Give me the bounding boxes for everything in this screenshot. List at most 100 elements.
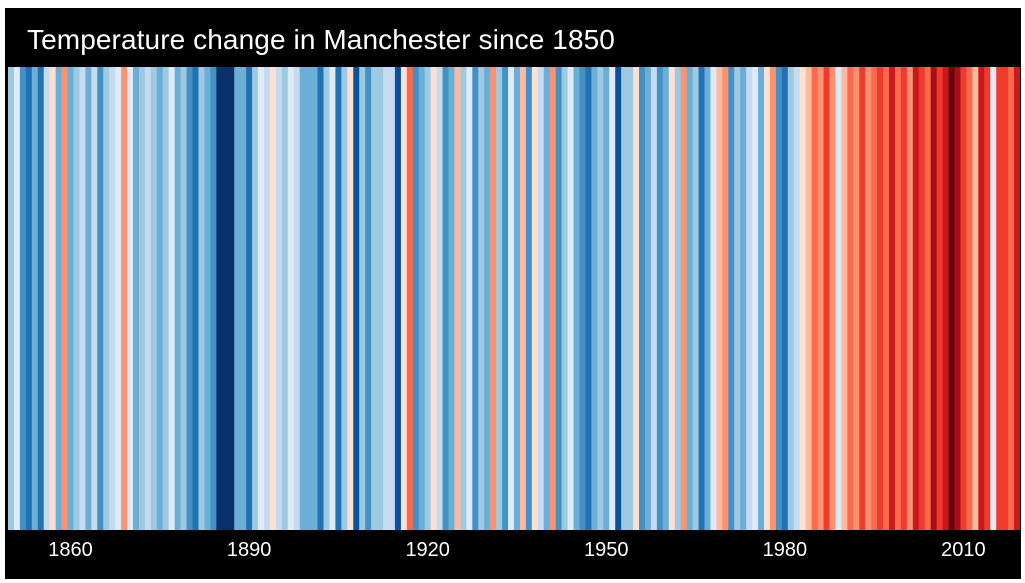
stripe-1975 bbox=[752, 67, 759, 530]
stripe-2006 bbox=[936, 67, 944, 530]
stripe-1875 bbox=[156, 67, 164, 530]
stripe-1939 bbox=[537, 67, 545, 530]
stripe-2010 bbox=[960, 67, 968, 530]
stripe-1976 bbox=[758, 67, 765, 530]
stripe-1917 bbox=[406, 67, 414, 530]
stripe-1852 bbox=[19, 67, 27, 530]
stripe-1907 bbox=[347, 67, 354, 530]
stripe-1932 bbox=[496, 67, 503, 530]
stripe-1862 bbox=[79, 67, 86, 530]
stripe-1970 bbox=[722, 67, 729, 530]
stripe-2008 bbox=[948, 67, 956, 530]
stripe-2019 bbox=[1014, 67, 1020, 530]
stripe-1997 bbox=[883, 67, 890, 530]
stripe-1871 bbox=[133, 67, 140, 530]
stripe-1933 bbox=[502, 67, 509, 530]
stripe-1928 bbox=[472, 67, 479, 530]
stripe-2012 bbox=[972, 67, 979, 530]
stripe-1887 bbox=[228, 67, 235, 530]
stripe-1934 bbox=[508, 67, 515, 530]
stripe-1873 bbox=[144, 67, 152, 530]
stripe-1900 bbox=[305, 67, 313, 530]
stripe-1946 bbox=[579, 67, 587, 530]
stripe-1937 bbox=[525, 67, 533, 530]
stripe-1966 bbox=[698, 67, 706, 530]
stripe-1850 bbox=[8, 67, 15, 530]
stripe-2005 bbox=[930, 67, 938, 530]
stripe-1854 bbox=[31, 67, 39, 530]
stripe-1899 bbox=[299, 67, 307, 530]
stripe-1915 bbox=[394, 67, 402, 530]
stripe-2016 bbox=[996, 67, 1003, 530]
stripe-1861 bbox=[73, 67, 81, 530]
stripe-2018 bbox=[1008, 67, 1015, 530]
stripe-1880 bbox=[186, 67, 194, 530]
stripe-1908 bbox=[353, 67, 360, 530]
stripe-1906 bbox=[341, 67, 348, 530]
stripe-1958 bbox=[650, 67, 658, 530]
stripe-1855 bbox=[37, 67, 45, 530]
stripe-1962 bbox=[674, 67, 682, 530]
stripe-1894 bbox=[269, 67, 277, 530]
stripe-1981 bbox=[787, 67, 795, 530]
stripe-1935 bbox=[514, 67, 521, 530]
stripe-1860 bbox=[67, 67, 75, 530]
stripe-1991 bbox=[847, 67, 854, 530]
stripe-1919 bbox=[418, 67, 426, 530]
stripe-1922 bbox=[436, 67, 444, 530]
stripe-1990 bbox=[841, 67, 848, 530]
stripe-1904 bbox=[329, 67, 337, 530]
stripe-1868 bbox=[115, 67, 122, 530]
stripe-1910 bbox=[365, 67, 372, 530]
stripe-1996 bbox=[877, 67, 884, 530]
x-tick-2010: 2010 bbox=[941, 539, 986, 561]
stripe-1916 bbox=[400, 67, 408, 530]
stripe-1973 bbox=[740, 67, 747, 530]
stripe-1883 bbox=[204, 67, 211, 530]
stripe-1870 bbox=[127, 67, 134, 530]
stripe-1889 bbox=[240, 67, 247, 530]
stripe-1892 bbox=[258, 67, 265, 530]
chart-frame: Temperature change in Manchester since 1… bbox=[5, 8, 1021, 579]
stripe-1982 bbox=[793, 67, 801, 530]
stripe-1884 bbox=[210, 67, 217, 530]
stripe-1929 bbox=[478, 67, 485, 530]
stripe-2009 bbox=[954, 67, 962, 530]
x-tick-1920: 1920 bbox=[405, 539, 450, 561]
stripe-1921 bbox=[430, 67, 438, 530]
stripe-1925 bbox=[454, 67, 462, 530]
stripe-1853 bbox=[25, 67, 33, 530]
stripe-1986 bbox=[817, 67, 825, 530]
stripe-1930 bbox=[484, 67, 491, 530]
chart-title: Temperature change in Manchester since 1… bbox=[27, 24, 615, 55]
stripe-1886 bbox=[222, 67, 229, 530]
stripe-1905 bbox=[335, 67, 342, 530]
stripe-1891 bbox=[252, 67, 259, 530]
stripes-area bbox=[8, 67, 1020, 530]
stripe-1940 bbox=[543, 67, 551, 530]
x-tick-1890: 1890 bbox=[226, 539, 272, 561]
stripe-1995 bbox=[871, 67, 878, 530]
stripe-1959 bbox=[656, 67, 664, 530]
stripe-1857 bbox=[49, 67, 57, 530]
stripe-1993 bbox=[859, 67, 866, 530]
stripe-1858 bbox=[55, 67, 63, 530]
stripe-1869 bbox=[121, 67, 128, 530]
stripe-1969 bbox=[716, 67, 723, 530]
stripe-1994 bbox=[865, 67, 872, 530]
stripe-1984 bbox=[805, 67, 813, 530]
stripe-1878 bbox=[174, 67, 182, 530]
stripe-1965 bbox=[692, 67, 700, 530]
stripe-1882 bbox=[198, 67, 206, 530]
stripe-1914 bbox=[388, 67, 396, 530]
stripe-1881 bbox=[192, 67, 200, 530]
stripe-1856 bbox=[43, 67, 51, 530]
stripe-1898 bbox=[293, 67, 301, 530]
stripe-1918 bbox=[412, 67, 420, 530]
stripe-1943 bbox=[561, 67, 569, 530]
stripe-1963 bbox=[680, 67, 688, 530]
stripe-1948 bbox=[591, 67, 598, 530]
stripe-1890 bbox=[246, 67, 253, 530]
stripe-2014 bbox=[984, 67, 991, 530]
stripe-1913 bbox=[383, 67, 390, 530]
